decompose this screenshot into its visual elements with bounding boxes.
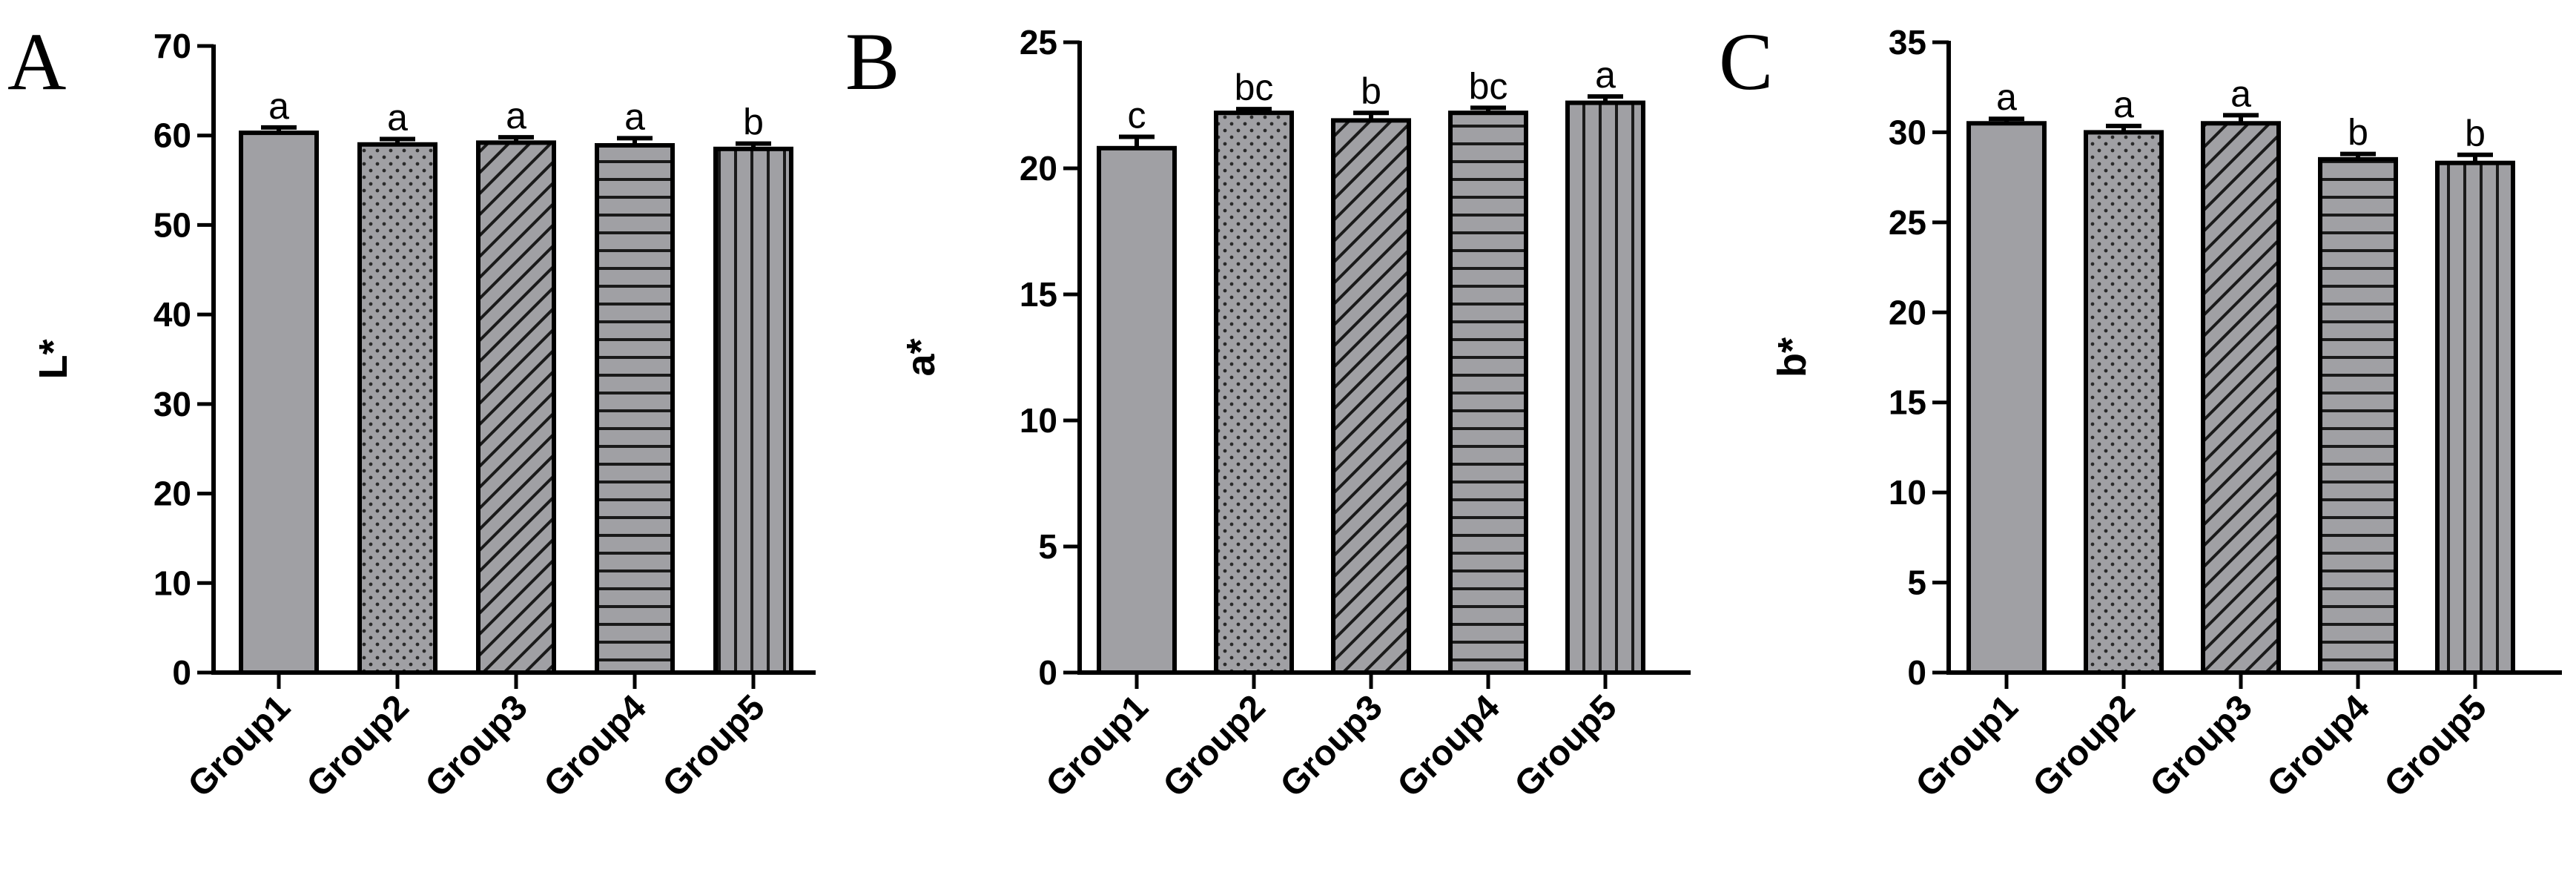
chart-panels: AL*010203040506070aGroup1aGroup2aGroup3a… <box>7 16 2562 805</box>
y-tick-label: 10 <box>1020 401 1057 440</box>
significance-label: c <box>1128 95 1146 136</box>
y-tick-label: 25 <box>1889 203 1926 242</box>
significance-label: b <box>2348 112 2368 153</box>
y-axis-label: a* <box>899 338 943 376</box>
bar-group2 <box>2084 130 2164 675</box>
panel-label: A <box>7 16 66 107</box>
chart-panel-C: Cb* 0 5 10 15 20 25 30 35 a Group1 a Group2 a Group3 b G… <box>1719 16 2562 805</box>
x-tick-label: Group4 <box>2260 687 2377 805</box>
bar-group1 <box>1097 145 1177 676</box>
x-tick-label: Group5 <box>2377 687 2494 805</box>
y-tick-label: 0 <box>172 653 191 692</box>
significance-label: b <box>1361 70 1381 112</box>
x-tick-label: Group3 <box>2143 687 2260 805</box>
x-tick-label: Group3 <box>418 687 535 805</box>
y-tick-label: 0 <box>1907 653 1926 692</box>
bar-group5 <box>713 146 793 676</box>
bar-group2 <box>357 142 437 676</box>
y-tick-label: 15 <box>1020 275 1057 314</box>
y-tick-label: 10 <box>153 564 191 602</box>
bar-group3 <box>1331 118 1411 675</box>
y-tick-label: 40 <box>153 295 191 334</box>
x-tick-label: Group4 <box>1390 687 1507 805</box>
y-tick-label: 20 <box>1020 149 1057 188</box>
panel-label: B <box>845 16 899 107</box>
y-tick-label: 0 <box>1038 653 1057 692</box>
x-tick-label: Group2 <box>1156 687 1273 805</box>
significance-label: a <box>268 85 289 127</box>
y-tick-label: 15 <box>1889 383 1926 422</box>
y-tick-label: 50 <box>153 205 191 244</box>
significance-label: a <box>2113 84 2134 125</box>
x-tick-label: Group5 <box>655 687 773 805</box>
y-axis-label: L* <box>31 340 76 380</box>
bar-group5 <box>1565 100 1645 676</box>
bar-group3 <box>2201 121 2281 676</box>
x-tick-label: Group1 <box>181 687 298 805</box>
y-tick-label: 5 <box>1038 527 1057 566</box>
significance-label: a <box>1996 76 2017 118</box>
x-tick-label: Group1 <box>1039 687 1156 805</box>
y-tick-label: 20 <box>153 475 191 513</box>
y-axis-label: b* <box>1770 337 1814 377</box>
panel-label: C <box>1719 16 1773 107</box>
x-tick-label: Group2 <box>300 687 417 805</box>
y-tick-label: 5 <box>1907 564 1926 602</box>
significance-label: b <box>2465 113 2486 154</box>
x-tick-label: Group4 <box>537 687 654 805</box>
significance-label: b <box>743 102 764 143</box>
bar-group2 <box>1214 110 1294 675</box>
significance-label: a <box>506 95 526 136</box>
bar-group5 <box>2435 160 2515 675</box>
y-tick-label: 70 <box>153 27 191 65</box>
x-tick-label: Group3 <box>1273 687 1390 805</box>
significance-label: bc <box>1235 67 1274 108</box>
chart-panel-A: A L* 0 10 20 30 40 50 60 70 a Group1 a Group2 a Group3 a… <box>7 16 816 805</box>
bar-group4 <box>2318 156 2398 676</box>
y-tick-label: 30 <box>153 385 191 423</box>
bar-group1 <box>1966 121 2047 676</box>
y-tick-label: 20 <box>1889 293 1926 331</box>
significance-label: a <box>387 97 408 139</box>
y-tick-label: 35 <box>1889 23 1926 62</box>
significance-label: a <box>624 96 645 137</box>
bar-group4 <box>1448 110 1528 675</box>
bar-group3 <box>476 140 556 676</box>
y-tick-label: 30 <box>1889 113 1926 151</box>
significance-label: a <box>1595 54 1616 96</box>
x-tick-label: Group1 <box>1909 687 2026 805</box>
y-tick-label: 25 <box>1020 23 1057 62</box>
y-tick-label: 60 <box>153 116 191 155</box>
y-tick-label: 10 <box>1889 473 1926 512</box>
x-tick-label: Group2 <box>2026 687 2143 805</box>
bar-group1 <box>239 131 319 676</box>
significance-label: bc <box>1469 65 1508 107</box>
x-tick-label: Group5 <box>1507 687 1625 805</box>
significance-label: a <box>2230 73 2251 114</box>
bar-group4 <box>595 142 675 675</box>
chart-panel-B: Ba* 0 5 10 15 20 25 c Group1 bc Group2 b Group3 bc Gro… <box>845 16 1691 805</box>
